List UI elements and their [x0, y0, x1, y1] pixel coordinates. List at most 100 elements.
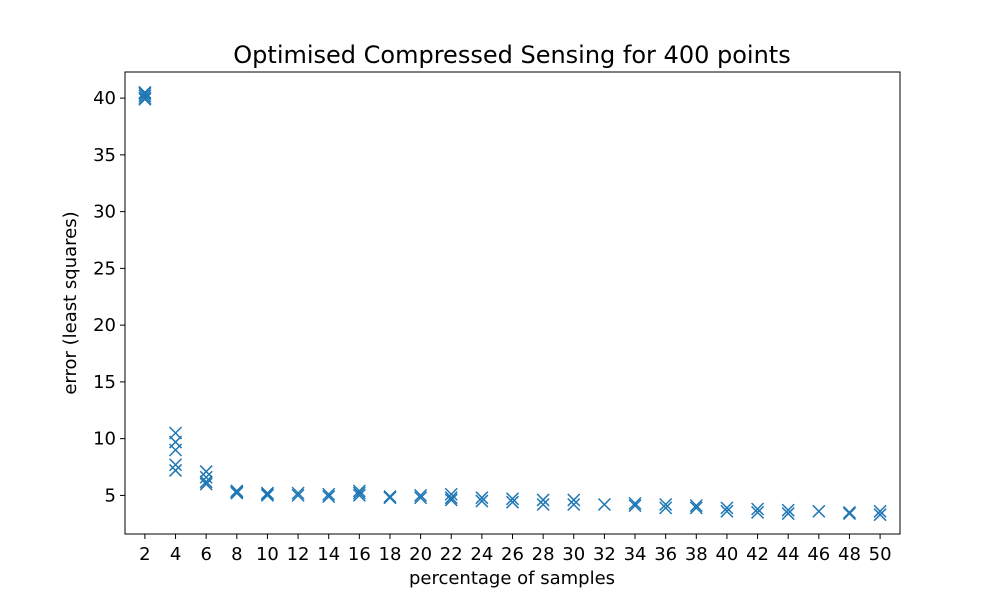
data-point [842, 507, 856, 521]
data-point [169, 426, 183, 440]
data-point [230, 485, 244, 499]
data-point [138, 89, 152, 103]
data-point [291, 488, 305, 502]
data-point [781, 503, 795, 517]
data-point [873, 508, 887, 522]
data-point [689, 499, 703, 513]
y-tick-label: 15 [93, 372, 116, 393]
x-axis-label: percentage of samples [409, 568, 615, 589]
x-axis: 2 4 6 8 10 12 14 16 18 20 22 24 26 28 30 32 34 36 38 40 42 44… [139, 534, 892, 565]
data-point [352, 488, 366, 502]
chart-title: Optimised Compressed Sensing for 400 poi… [233, 41, 790, 69]
data-point [260, 487, 274, 501]
y-tick-label: 25 [93, 258, 116, 279]
data-point [628, 496, 642, 510]
data-point [475, 491, 489, 505]
data-point [720, 504, 734, 518]
x-tick-label: 14 [317, 544, 340, 565]
y-tick-label: 5 [105, 485, 116, 506]
x-tick-label: 36 [654, 544, 677, 565]
data-point [628, 499, 642, 513]
x-tick-label: 2 [139, 544, 150, 565]
x-tick-label: 28 [532, 544, 555, 565]
data-point [444, 493, 458, 507]
data-point [322, 490, 336, 504]
data-point [352, 486, 366, 500]
y-axis: 5 10 15 20 25 30 35 40 [93, 88, 125, 506]
data-point [567, 493, 581, 507]
x-tick-label: 44 [777, 544, 800, 565]
x-tick-label: 20 [409, 544, 432, 565]
data-point [199, 470, 213, 484]
data-point [322, 487, 336, 501]
data-point [230, 484, 244, 498]
data-markers [138, 85, 887, 522]
x-tick-label: 26 [501, 544, 524, 565]
data-point [414, 488, 428, 502]
y-tick-label: 35 [93, 145, 116, 166]
data-point [659, 497, 673, 512]
x-tick-label: 10 [256, 544, 279, 565]
y-tick-label: 10 [93, 429, 116, 450]
data-point [169, 443, 183, 457]
data-point [260, 486, 274, 500]
data-point [659, 501, 673, 515]
x-tick-label: 24 [470, 544, 493, 565]
data-point [720, 501, 734, 515]
data-point [291, 486, 305, 500]
data-point [383, 491, 397, 505]
y-tick-label: 20 [93, 315, 116, 336]
x-tick-label: 16 [348, 544, 371, 565]
data-point [689, 501, 703, 515]
data-point [567, 497, 581, 512]
data-point [751, 505, 765, 519]
data-point [169, 463, 183, 477]
x-tick-label: 40 [715, 544, 738, 565]
x-tick-label: 4 [170, 544, 181, 565]
data-point [230, 486, 244, 500]
data-point [505, 492, 520, 506]
x-tick-label: 38 [685, 544, 708, 565]
data-point [352, 484, 366, 498]
plot-area-frame [124, 71, 901, 535]
x-tick-label: 6 [200, 544, 211, 565]
data-point [199, 477, 213, 491]
x-tick-label: 48 [838, 544, 861, 565]
data-point [414, 491, 428, 505]
x-tick-label: 34 [624, 544, 647, 565]
y-tick-label: 30 [93, 202, 116, 223]
data-point [444, 487, 458, 501]
x-tick-label: 42 [746, 544, 769, 565]
data-point [536, 497, 550, 512]
x-tick-label: 22 [440, 544, 463, 565]
data-point [138, 91, 152, 105]
data-point [138, 85, 152, 99]
y-tick-label: 40 [93, 88, 116, 109]
data-point [383, 490, 397, 504]
x-tick-label: 50 [869, 544, 892, 565]
data-point [751, 502, 765, 516]
data-point [812, 504, 826, 518]
data-point [199, 475, 213, 489]
data-point [475, 494, 489, 508]
data-point [873, 504, 887, 518]
data-point [536, 493, 550, 507]
data-point [842, 505, 856, 519]
data-point [169, 458, 183, 472]
x-tick-label: 32 [593, 544, 616, 565]
data-point [199, 465, 213, 479]
data-point [444, 491, 458, 505]
x-tick-label: 12 [287, 544, 310, 565]
x-tick-label: 46 [807, 544, 830, 565]
x-tick-label: 8 [231, 544, 242, 565]
data-point [138, 92, 152, 106]
data-point [597, 497, 611, 512]
data-point [781, 507, 795, 521]
x-tick-label: 18 [379, 544, 402, 565]
y-axis-label: error (least squares) [60, 211, 81, 394]
data-point [505, 495, 520, 509]
data-point [138, 87, 152, 101]
data-point [260, 488, 274, 502]
x-tick-label: 30 [562, 544, 585, 565]
